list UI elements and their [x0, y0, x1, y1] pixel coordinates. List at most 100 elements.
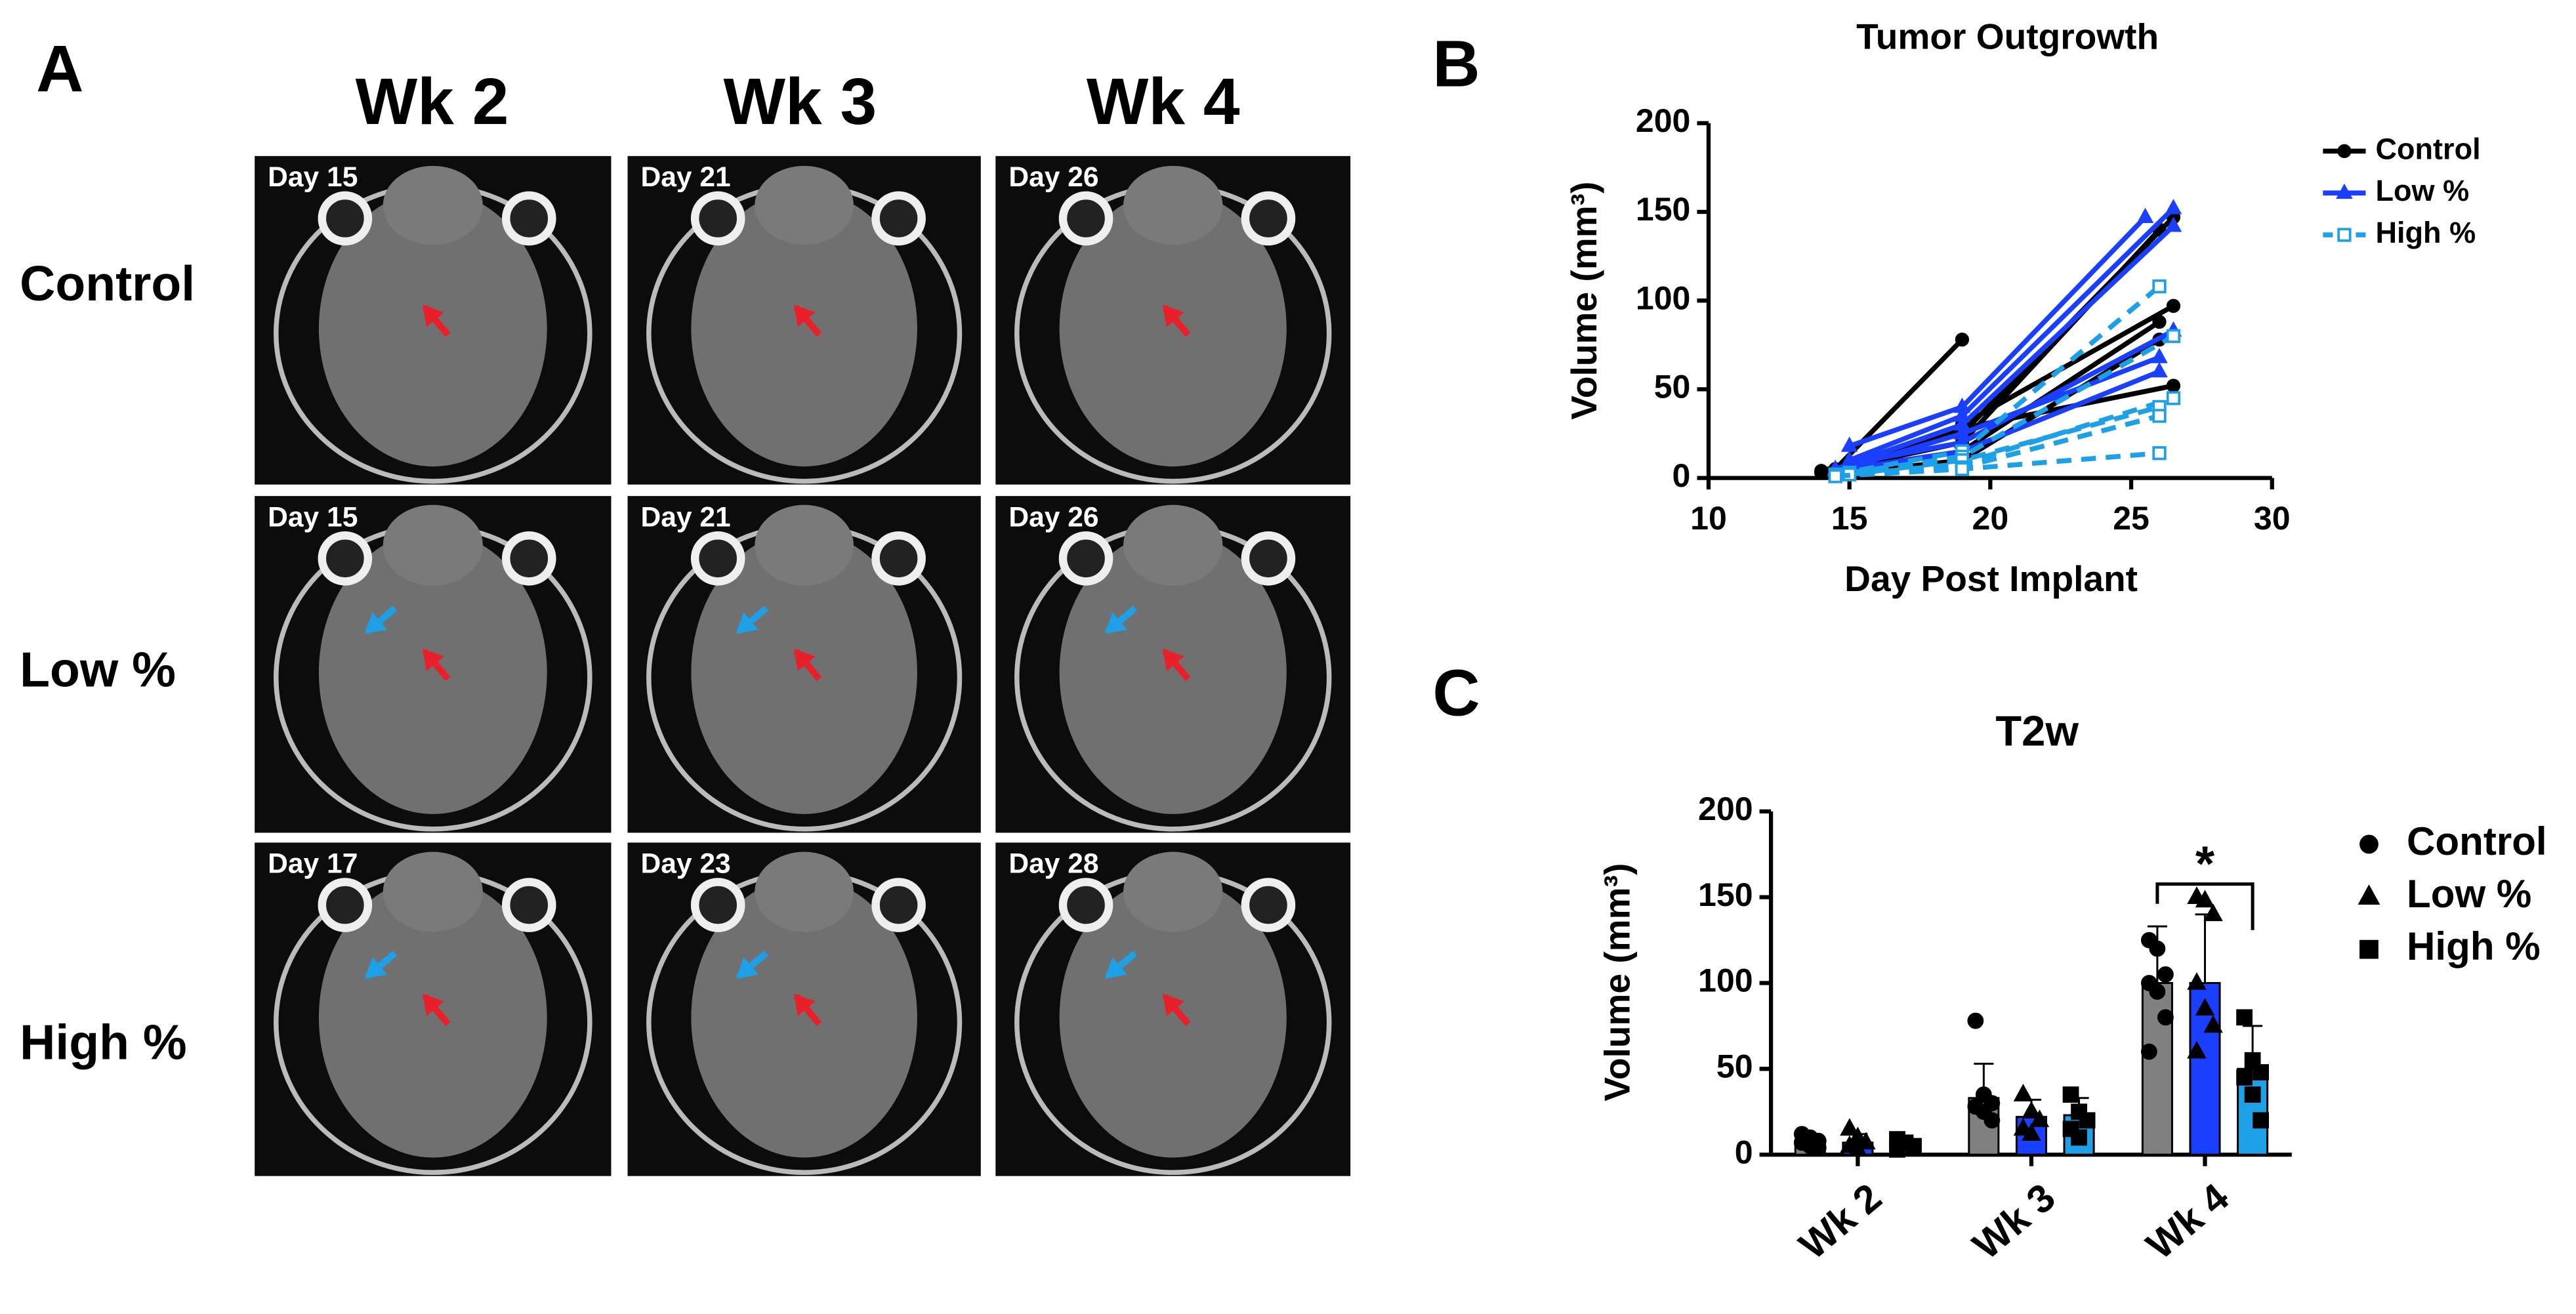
brain — [1059, 531, 1287, 814]
marker — [2157, 966, 2174, 983]
arrow-head — [736, 956, 758, 979]
marker — [2152, 409, 2167, 423]
y-tick-label: 200 — [1698, 790, 1753, 827]
x-tick-label: Wk 2 — [1791, 1175, 1889, 1267]
brain-lobe — [755, 852, 854, 932]
panel-letter: A — [36, 32, 83, 106]
y-tick-label: 50 — [1716, 1048, 1753, 1085]
marker — [2203, 1015, 2223, 1033]
marker — [2203, 903, 2223, 922]
eye — [1241, 531, 1296, 586]
marker — [2157, 1009, 2174, 1026]
marker — [1955, 462, 1970, 476]
arrow — [1104, 606, 1138, 634]
arrow-head — [1162, 993, 1184, 1016]
arrow-head — [793, 304, 816, 327]
y-tick-label: 200 — [1636, 102, 1691, 139]
marker — [1905, 1138, 1922, 1155]
eye — [1241, 191, 1296, 246]
arrow-head — [364, 956, 388, 979]
marker — [2152, 314, 2167, 329]
marker — [2166, 391, 2181, 405]
y-tick-label: 0 — [1735, 1134, 1753, 1170]
marker — [1848, 1138, 1868, 1157]
arrow-head — [423, 648, 444, 672]
brain — [691, 190, 917, 467]
arrow-head — [1104, 612, 1128, 634]
legend-label: Control — [2407, 819, 2547, 863]
brain — [1059, 190, 1287, 467]
legend-label: High % — [2375, 216, 2476, 249]
column-label: Wk 2 — [356, 65, 509, 138]
y-tick-label: 0 — [1672, 457, 1691, 494]
eye — [1058, 191, 1113, 246]
significance-label: * — [2195, 836, 2215, 891]
chart-title: Tumor Outgrowth — [1856, 16, 2159, 57]
marker — [2359, 834, 2379, 854]
y-tick-label: 50 — [1654, 369, 1691, 405]
marker — [2166, 379, 2181, 393]
brain — [691, 531, 917, 814]
brain — [318, 190, 547, 467]
day-label: Day 26 — [1008, 501, 1098, 533]
eye — [1058, 878, 1113, 932]
marker — [2195, 998, 2215, 1016]
series-line — [1833, 338, 1964, 471]
arrow — [1104, 951, 1138, 979]
y-axis-label: Volume (mm³) — [1564, 182, 1604, 420]
legend-label: High % — [2407, 924, 2541, 968]
x-tick-label: 20 — [1972, 500, 2009, 537]
marker — [2253, 1112, 2270, 1129]
panel-letter: C — [1432, 657, 1480, 730]
arrow-head — [423, 304, 444, 327]
marker — [1967, 1012, 1984, 1029]
marker — [2165, 199, 2182, 215]
eye — [318, 191, 373, 246]
brain-lobe — [1123, 504, 1223, 586]
marker — [2244, 1052, 2261, 1069]
x-tick-label: Wk 3 — [1964, 1175, 2063, 1267]
eye — [871, 878, 926, 932]
row-label: High % — [20, 1015, 187, 1070]
significance-bracket — [2155, 882, 2254, 930]
eye — [318, 878, 373, 932]
brain — [1059, 877, 1287, 1158]
day-label: Day 15 — [268, 501, 358, 533]
arrow — [422, 648, 451, 682]
brain-lobe — [755, 504, 854, 586]
row-label: Low % — [20, 642, 176, 697]
marker — [1984, 1112, 2001, 1129]
x-tick-label: Wk 4 — [2138, 1175, 2237, 1268]
marker — [2236, 1069, 2253, 1086]
brain-lobe — [1123, 165, 1223, 245]
marker — [1840, 1118, 1859, 1136]
marker — [2253, 1064, 2270, 1080]
legend-label: Low % — [2407, 872, 2531, 916]
brain — [318, 877, 547, 1158]
y-tick-label: 100 — [1636, 279, 1691, 316]
arrow — [364, 606, 398, 634]
eye — [501, 531, 556, 586]
arrow — [736, 606, 768, 634]
y-tick-label: 150 — [1698, 876, 1753, 913]
arrow-head — [1104, 956, 1128, 979]
eye — [1058, 531, 1113, 586]
arrow — [422, 993, 451, 1026]
arrow-head — [736, 612, 758, 634]
arrow-head — [793, 993, 816, 1016]
day-label: Day 17 — [268, 848, 358, 880]
marker — [1953, 424, 1971, 440]
marker — [2358, 884, 2380, 905]
row-label: Control — [20, 256, 195, 311]
marker — [2166, 298, 2181, 313]
marker — [1814, 465, 1829, 480]
marker — [2166, 329, 2181, 343]
marker — [2022, 1101, 2041, 1119]
eye — [871, 531, 926, 586]
eye — [690, 191, 745, 246]
marker — [2062, 1086, 2079, 1103]
marker — [1856, 1132, 1876, 1150]
brain — [318, 531, 547, 814]
arrow — [1162, 304, 1191, 337]
marker — [2336, 183, 2353, 199]
